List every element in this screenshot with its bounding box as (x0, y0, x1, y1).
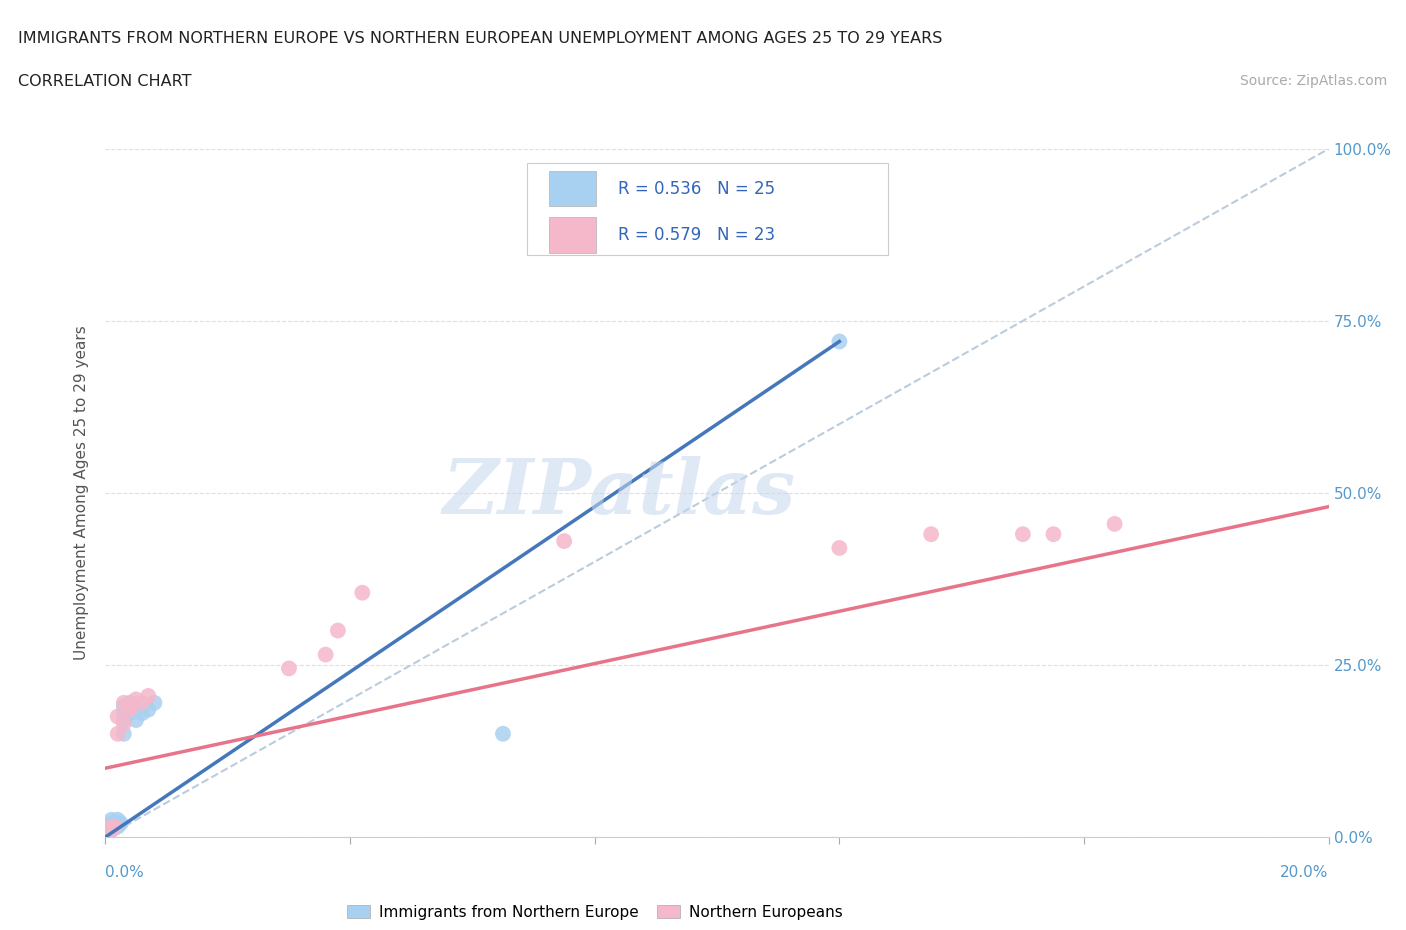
Text: 20.0%: 20.0% (1281, 865, 1329, 880)
Point (118, 702, 141, 717)
Text: R = 0.579   N = 23: R = 0.579 N = 23 (619, 226, 775, 244)
Point (100, 813, 122, 828)
Point (110, 816, 132, 830)
Point (100, 819, 122, 834)
Point (352, 585, 374, 600)
Point (112, 706, 135, 721)
Point (112, 696, 135, 711)
Y-axis label: Unemployment Among Ages 25 to 29 years: Unemployment Among Ages 25 to 29 years (75, 326, 90, 660)
Point (97, 823, 120, 838)
Point (112, 698, 135, 713)
Point (1104, 516, 1126, 531)
Point (125, 692, 148, 707)
Point (828, 334, 851, 349)
Text: Source: ZipAtlas.com: Source: ZipAtlas.com (1240, 74, 1388, 88)
Text: IMMIGRANTS FROM NORTHERN EUROPE VS NORTHERN EUROPEAN UNEMPLOYMENT AMONG AGES 25 : IMMIGRANTS FROM NORTHERN EUROPE VS NORTH… (18, 31, 942, 46)
Point (100, 823, 122, 838)
Point (136, 702, 159, 717)
Point (100, 816, 122, 830)
Point (107, 726, 129, 741)
Point (107, 813, 129, 828)
Point (104, 819, 127, 834)
Text: 0.0%: 0.0% (105, 865, 145, 880)
Point (125, 712, 148, 727)
Point (315, 647, 337, 662)
Point (100, 821, 122, 836)
Point (136, 688, 159, 703)
Point (100, 823, 122, 838)
Point (97, 819, 120, 834)
Point (107, 816, 129, 830)
FancyBboxPatch shape (527, 163, 889, 256)
Text: R = 0.536   N = 25: R = 0.536 N = 25 (619, 179, 775, 197)
Point (125, 698, 148, 713)
Point (1011, 526, 1033, 541)
Point (1042, 526, 1064, 541)
Point (553, 534, 575, 549)
Legend: Immigrants from Northern Europe, Northern Europeans: Immigrants from Northern Europe, Norther… (340, 898, 849, 925)
Point (112, 712, 135, 727)
Point (104, 819, 127, 834)
Point (828, 540, 851, 555)
Point (107, 819, 129, 834)
Point (100, 819, 122, 834)
Point (920, 526, 942, 541)
Point (118, 696, 141, 711)
Point (118, 698, 141, 713)
FancyBboxPatch shape (550, 171, 596, 206)
FancyBboxPatch shape (550, 217, 596, 253)
Text: CORRELATION CHART: CORRELATION CHART (18, 74, 191, 89)
Point (278, 661, 301, 676)
Point (131, 706, 153, 721)
Point (97, 823, 120, 838)
Text: ZIPatlas: ZIPatlas (443, 456, 796, 530)
Point (492, 726, 515, 741)
Point (131, 696, 153, 711)
Point (107, 710, 129, 724)
Point (112, 716, 135, 731)
Point (118, 706, 141, 721)
Point (326, 623, 349, 638)
Point (112, 726, 135, 741)
Point (143, 696, 166, 711)
